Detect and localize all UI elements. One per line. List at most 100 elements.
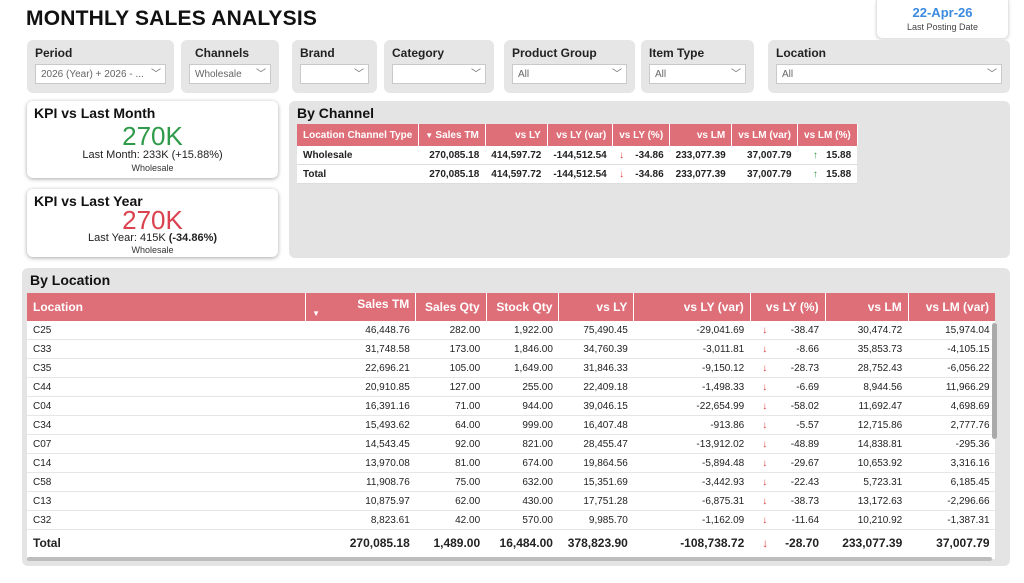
cell-ly-var: -1,162.09 xyxy=(633,510,751,530)
cell-location: C04 xyxy=(27,396,306,416)
arrow-up-icon: ↑ xyxy=(812,149,818,161)
table-row[interactable]: C33 31,748.58 173.00 1,846.00 34,760.39 -3,01… xyxy=(27,339,995,359)
kpi-channel: Wholesale xyxy=(131,163,174,173)
column-header[interactable]: Sales Qty xyxy=(415,293,487,321)
horizontal-scrollbar[interactable] xyxy=(27,557,992,561)
posting-date-label: Last Posting Date xyxy=(906,22,979,32)
cell-vs-lm: 14,838.81 xyxy=(825,434,909,454)
arrow-up-icon: ↑ xyxy=(812,168,818,180)
arrow-down-icon: ↓ xyxy=(762,495,768,507)
cell-value: -28.70 xyxy=(785,536,820,550)
arrow-down-icon: ↓ xyxy=(762,362,768,374)
table-row[interactable]: Total 270,085.18 414,597.72 -144,512.54 … xyxy=(297,164,858,184)
cell-value: -11.64 xyxy=(791,514,820,526)
table-row[interactable]: Wholesale 270,085.18 414,597.72 -144,512… xyxy=(297,146,858,165)
cell-vs-ly-pct: ↓ -34.86 xyxy=(612,146,670,165)
cell-location: C25 xyxy=(27,321,306,340)
cell-ly-var: -9,150.12 xyxy=(633,358,751,378)
card-title: KPI vs Last Year xyxy=(34,193,143,209)
slicer-label: Item Type xyxy=(649,46,705,60)
cell-vs-lm: 35,853.73 xyxy=(825,339,909,359)
column-header[interactable]: vs LM xyxy=(669,124,733,146)
total-row[interactable]: Total 270,085.18 1,489.00 16,484.00 378,823.… xyxy=(27,529,995,556)
chevron-down-icon: ﹀ xyxy=(612,69,622,80)
cell-qty: 1,489.00 xyxy=(415,529,487,556)
chevron-down-icon: ﹀ xyxy=(151,69,161,80)
cell-location: C35 xyxy=(27,358,306,378)
cell-ly-pct: ↓ -38.73 xyxy=(750,491,826,511)
table-row[interactable]: C44 20,910.85 127.00 255.00 22,409.18 -1,498.… xyxy=(27,377,995,397)
cell-qty: 64.00 xyxy=(415,415,487,435)
column-header[interactable]: vs LM xyxy=(825,293,909,321)
brand-dropdown[interactable]: ﹀ xyxy=(300,64,369,84)
column-header[interactable]: vs LY (%) xyxy=(750,293,826,321)
table-row[interactable]: C35 22,696.21 105.00 1,649.00 31,846.33 -9,15… xyxy=(27,358,995,378)
cell-qty: 105.00 xyxy=(415,358,487,378)
cell-vs-ly: 15,351.69 xyxy=(558,472,634,492)
cell-stock: 999.00 xyxy=(486,415,559,435)
dropdown-value: All xyxy=(655,69,667,80)
cell-ly-var: -13,912.02 xyxy=(633,434,751,454)
slicer-label: Period xyxy=(35,46,73,60)
column-header[interactable]: vs LY (var) xyxy=(547,124,614,146)
column-header[interactable]: vs LY xyxy=(485,124,548,146)
cell-ly-pct: ↓ -28.70 xyxy=(750,529,826,556)
cell-lm-var: 37,007.79 xyxy=(908,529,995,556)
vertical-scrollbar[interactable] xyxy=(992,323,997,439)
cell-ly-var: -913.86 xyxy=(633,415,751,435)
table-row[interactable]: C13 10,875.97 62.00 430.00 17,751.28 -6,875.3… xyxy=(27,491,995,511)
column-header[interactable]: vs LM (%) xyxy=(797,124,858,146)
table-row[interactable]: C25 46,448.76 282.00 1,922.00 75,490.45 -29,0… xyxy=(27,321,995,340)
slicer-label: Location xyxy=(776,46,826,60)
table-row[interactable]: C58 11,908.76 75.00 632.00 15,351.69 -3,442.9… xyxy=(27,472,995,492)
table-row[interactable]: C32 8,823.61 42.00 570.00 9,985.70 -1,162.09 ↓… xyxy=(27,510,995,530)
cell-stock: 430.00 xyxy=(486,491,559,511)
cell-location: C34 xyxy=(27,415,306,435)
table-row[interactable]: C14 13,970.08 81.00 674.00 19,864.56 -5,894.4… xyxy=(27,453,995,473)
column-header[interactable]: vs LY (%) xyxy=(612,124,671,146)
kpi-comparison: Last Year: 415K (-34.86%) xyxy=(27,232,278,244)
cell-stock: 255.00 xyxy=(486,377,559,397)
cell-stock: 1,846.00 xyxy=(486,339,559,359)
cell-qty: 173.00 xyxy=(415,339,487,359)
category-dropdown[interactable]: ﹀ xyxy=(392,64,486,84)
cell-qty: 92.00 xyxy=(415,434,487,454)
item-type-dropdown[interactable]: All ﹀ xyxy=(649,64,746,84)
cell-value: -22.43 xyxy=(790,476,820,488)
period-dropdown[interactable]: 2026 (Year) + 2026 - ... ﹀ xyxy=(35,64,166,84)
column-header[interactable]: vs LM (var) xyxy=(908,293,995,321)
table-row[interactable]: C07 14,543.45 92.00 821.00 28,455.47 -13,912.… xyxy=(27,434,995,454)
table-header-row: Location Sales TM ▼ Sales Qty Stock Qty v… xyxy=(27,293,995,321)
column-header[interactable]: Location xyxy=(27,293,307,321)
kpi-value: 270K xyxy=(122,205,183,235)
cell-qty: 282.00 xyxy=(415,321,487,340)
channels-dropdown[interactable]: Wholesale ﹀ xyxy=(189,64,271,84)
column-header[interactable]: Location Channel Type xyxy=(297,124,420,146)
cell-ly-pct: ↓ -58.02 xyxy=(750,396,826,416)
cell-location: C44 xyxy=(27,377,306,397)
cell-stock: 632.00 xyxy=(486,472,559,492)
cell-ly-pct: ↓ -5.57 xyxy=(750,415,826,435)
cell-lm-var: -2,296.66 xyxy=(908,491,995,511)
cell-value: -38.73 xyxy=(790,495,820,507)
cell-ly-var: -3,011.81 xyxy=(633,339,751,359)
arrow-down-icon: ↓ xyxy=(762,514,768,526)
column-header[interactable]: vs LY xyxy=(558,293,635,321)
table-row[interactable]: C04 16,391.16 71.00 944.00 39,046.15 -22,654.… xyxy=(27,396,995,416)
column-header[interactable]: vs LY (var) xyxy=(633,293,751,321)
table-row[interactable]: C34 15,493.62 64.00 999.00 16,407.48 -913.86 ↓… xyxy=(27,415,995,435)
cell-value: -58.02 xyxy=(790,400,820,412)
location-dropdown[interactable]: All ﹀ xyxy=(776,64,1002,84)
column-header[interactable]: ▼ Sales TM xyxy=(418,124,486,146)
cell-ly-pct: ↓ -22.43 xyxy=(750,472,826,492)
chevron-down-icon: ﹀ xyxy=(256,69,266,80)
column-header[interactable]: Sales TM ▼ xyxy=(305,293,417,321)
cell-lm-var: -4,105.15 xyxy=(908,339,995,359)
cell-qty: 71.00 xyxy=(415,396,487,416)
product-group-dropdown[interactable]: All ﹀ xyxy=(512,64,627,84)
cell-lm-var: -1,387.31 xyxy=(908,510,995,530)
column-header[interactable]: Stock Qty xyxy=(486,293,560,321)
cell-sales-tm: 20,910.85 xyxy=(305,377,416,397)
cell-vs-lm: 11,692.47 xyxy=(825,396,909,416)
column-header[interactable]: vs LM (var) xyxy=(731,124,799,146)
